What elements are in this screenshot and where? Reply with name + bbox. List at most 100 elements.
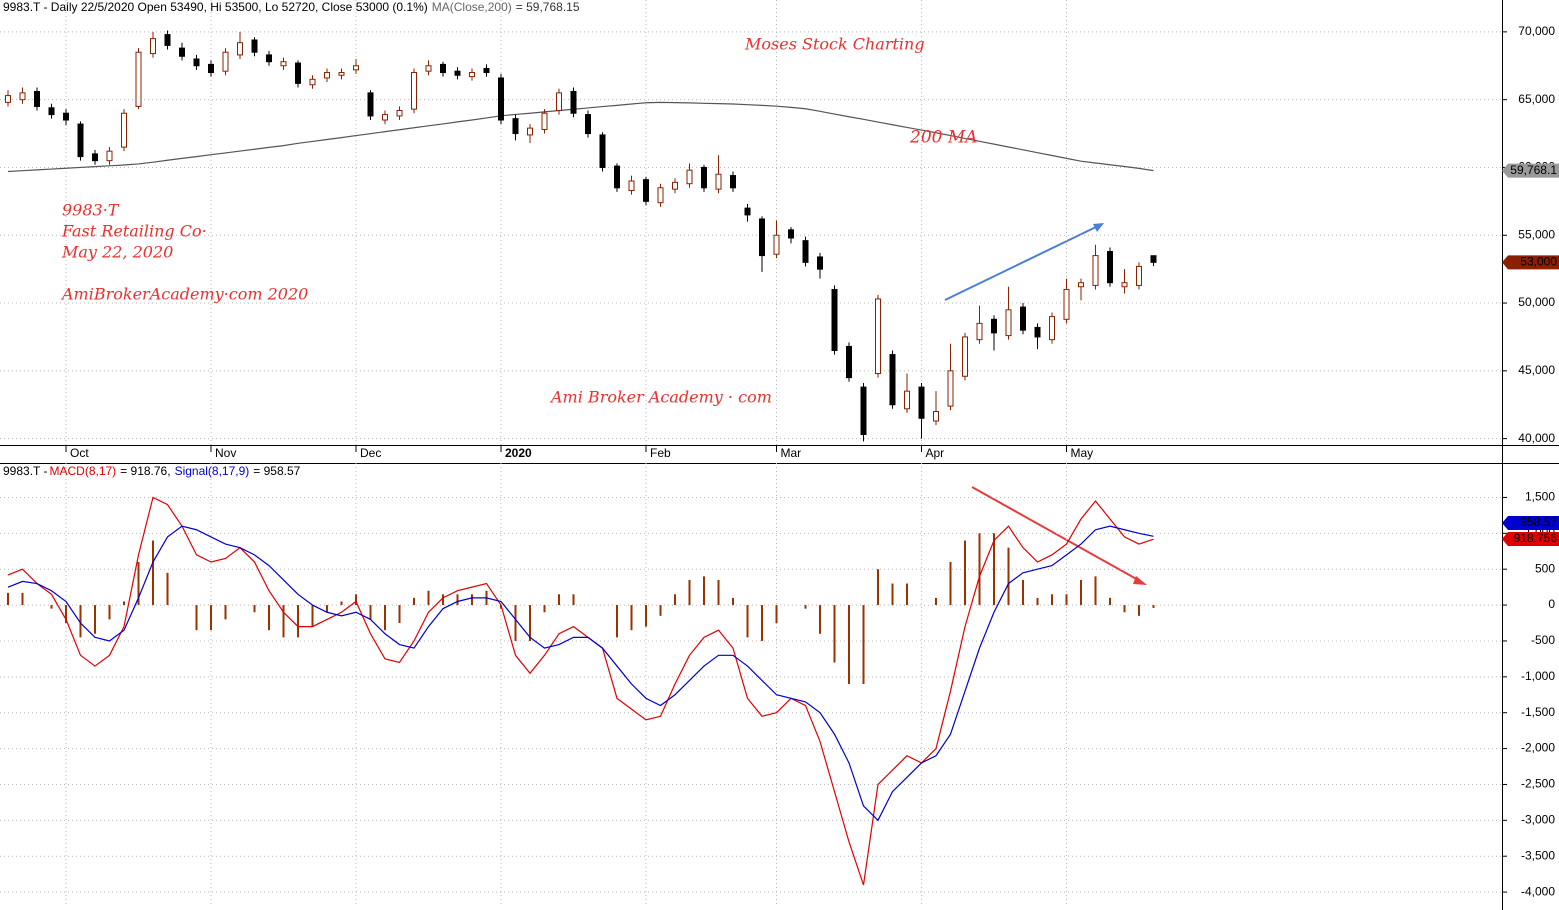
- candle-body: [657, 187, 664, 204]
- candle-body: [962, 336, 968, 377]
- y-tick-label: 55,000: [1518, 227, 1555, 241]
- value-box: [1502, 532, 1559, 546]
- chart-title: 9983.T - Daily 22/5/2020 Open 53490, Hi …: [3, 0, 580, 14]
- candle-body: [48, 107, 55, 116]
- annotation: Fast Retailing Co·: [61, 222, 207, 241]
- candle-body: [295, 62, 301, 84]
- candle-body: [918, 386, 925, 419]
- candle-body: [744, 207, 751, 216]
- arrow-head: [1133, 576, 1147, 585]
- candle-body: [1136, 265, 1142, 286]
- candle-body: [556, 92, 562, 112]
- candle-body: [759, 218, 765, 257]
- y-tick-label: -3,500: [1521, 848, 1555, 862]
- y-tick-label: 1,500: [1525, 490, 1555, 504]
- x-tick-label: Nov: [215, 446, 236, 460]
- candle-body: [875, 298, 881, 375]
- candle-body: [280, 61, 287, 67]
- y-tick-label: 40,000: [1518, 431, 1555, 445]
- legend-value: = 918.76,: [120, 464, 170, 478]
- y-tick-label: 0: [1548, 597, 1555, 611]
- y-tick-label: -3,000: [1521, 813, 1555, 827]
- candle-body: [614, 165, 620, 189]
- title-text: 9983.T -: [3, 464, 47, 478]
- macd-line: [7, 525, 1154, 822]
- candle-body: [1063, 288, 1070, 320]
- candle-body: [251, 39, 258, 53]
- candle-body: [628, 180, 635, 192]
- candle-body: [179, 47, 185, 57]
- candle-body: [541, 112, 548, 130]
- candle-body: [338, 72, 345, 76]
- candle-body: [193, 58, 200, 67]
- candle-body: [454, 70, 461, 76]
- candle-body: [309, 78, 316, 86]
- candle-body: [817, 256, 823, 270]
- chart-title: 9983.T - MACD(8,17) = 918.76, Signal(8,17,9…: [3, 464, 301, 478]
- value-box: [1502, 516, 1559, 530]
- candle-body: [121, 112, 127, 148]
- value-box-label: 918.756: [1514, 531, 1558, 545]
- x-tick-label: May: [1071, 446, 1094, 460]
- candle-body: [1049, 316, 1055, 341]
- y-tick-label: -4,000: [1521, 884, 1555, 898]
- legend-entry: MACD(8,17): [49, 464, 116, 478]
- candle-body: [135, 51, 142, 107]
- candle-body: [222, 51, 229, 72]
- candle-body: [701, 166, 707, 189]
- candle-body: [5, 95, 11, 103]
- candle-body: [585, 114, 591, 135]
- candle-body: [106, 150, 113, 162]
- candle-body: [773, 234, 780, 255]
- annotation: 200 MA: [909, 128, 978, 148]
- candle-body: [672, 181, 678, 190]
- ma-line: [7, 101, 1154, 173]
- candle-body: [396, 110, 403, 117]
- annotation: May 22, 2020: [61, 243, 173, 262]
- candle-body: [1005, 309, 1012, 337]
- value-box: [1502, 255, 1559, 270]
- candle-body: [411, 72, 417, 110]
- candle-body: [1034, 326, 1041, 338]
- y-tick-label: -1,500: [1521, 705, 1555, 719]
- candle-body: [686, 169, 693, 185]
- candle-body: [237, 42, 243, 56]
- title-text: 9983.T - Daily 22/5/2020 Open 53490, Hi …: [3, 0, 428, 14]
- y-tick-label: 50,000: [1518, 295, 1555, 309]
- legend-value: = 958.57: [253, 464, 300, 478]
- candle-body: [1092, 255, 1099, 286]
- annotation: 9983·T: [62, 201, 120, 220]
- annotation: Moses Stock Charting: [744, 35, 925, 54]
- macd-line: [7, 496, 1154, 886]
- candle-body: [512, 118, 519, 135]
- candle-body: [1150, 255, 1157, 263]
- candle-body: [976, 322, 983, 341]
- y-tick-label: -2,500: [1521, 777, 1555, 791]
- candle-body: [570, 91, 577, 114]
- x-tick-label: Dec: [360, 446, 381, 460]
- candle-body: [599, 134, 606, 168]
- candle-body: [498, 77, 504, 121]
- candle-body: [367, 92, 374, 117]
- trend-arrow: [971, 486, 1141, 582]
- candle-body: [991, 318, 997, 334]
- candle-body: [483, 67, 490, 74]
- y-tick-label: -2,000: [1521, 741, 1555, 755]
- value-box: [1502, 163, 1559, 178]
- y-tick-label: 45,000: [1518, 363, 1555, 377]
- candle-body: [860, 386, 867, 436]
- candle-body: [208, 63, 214, 74]
- annotation: AmiBrokerAcademy·com 2020: [60, 285, 308, 304]
- candle-body: [34, 91, 40, 107]
- candle-body: [425, 65, 432, 72]
- candle-body: [802, 240, 809, 263]
- candle-body: [77, 123, 84, 158]
- y-tick-label: 500: [1535, 561, 1555, 575]
- value-box-label: 958.57: [1520, 515, 1557, 529]
- candle-body: [150, 38, 156, 55]
- candle-body: [266, 54, 272, 63]
- arrow-head: [1093, 223, 1104, 232]
- candle-body: [788, 229, 794, 239]
- candle-body: [889, 354, 896, 406]
- candle-body: [527, 127, 533, 136]
